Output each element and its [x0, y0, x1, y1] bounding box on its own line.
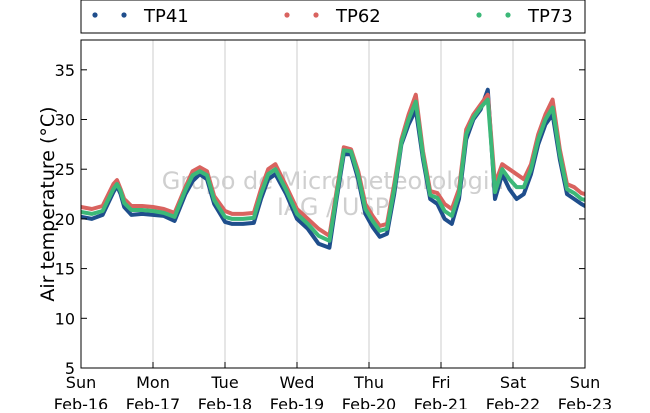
x-tick-label-day: Fri [431, 373, 450, 392]
y-tick-label: 5 [65, 359, 75, 378]
y-tick-label: 20 [55, 210, 75, 229]
y-axis-label: Air temperature (°C) [37, 106, 59, 301]
y-tick-label: 25 [55, 160, 75, 179]
y-tick-label: 15 [55, 260, 75, 279]
legend-marker [121, 12, 127, 18]
legend-label-tp62: TP62 [335, 6, 381, 27]
legend-marker [92, 12, 98, 18]
legend-label-tp73: TP73 [527, 6, 573, 27]
legend-marker [505, 12, 511, 18]
legend-marker [476, 12, 482, 18]
x-tick-label-date: Feb-17 [126, 395, 180, 409]
x-tick-label-date: Feb-19 [270, 395, 324, 409]
x-tick-label-day: Wed [280, 373, 315, 392]
x-tick-label-date: Feb-18 [198, 395, 252, 409]
x-tick-label-day: Tue [210, 373, 238, 392]
y-tick-label: 30 [55, 111, 75, 130]
x-tick-label-day: Sun [66, 373, 96, 392]
y-tick-label: 10 [55, 309, 75, 328]
x-tick-label-date: Feb-20 [342, 395, 396, 409]
watermark-line-1: Grupo de Micrometeorologia [162, 167, 504, 195]
series-layer [81, 87, 585, 250]
x-tick-label-day: Thu [353, 373, 384, 392]
series-line-tp73 [81, 97, 585, 243]
x-tick-label-date: Feb-16 [54, 395, 108, 409]
legend-marker [313, 12, 319, 18]
x-tick-label-date: Feb-22 [486, 395, 540, 409]
x-tick-label-day: Sat [500, 373, 526, 392]
plot-frame [80, 39, 586, 369]
y-tick-label: 35 [55, 61, 75, 80]
x-tick-label-date: Feb-21 [414, 395, 468, 409]
x-tick-label-day: Sun [570, 373, 600, 392]
legend-box [80, 0, 586, 34]
legend: TP41 TP62 TP73 [80, 0, 586, 34]
x-tick-label-day: Mon [136, 373, 170, 392]
legend-label-tp41: TP41 [143, 6, 189, 27]
x-tick-label-date: Feb-23 [558, 395, 612, 409]
legend-marker [284, 12, 290, 18]
